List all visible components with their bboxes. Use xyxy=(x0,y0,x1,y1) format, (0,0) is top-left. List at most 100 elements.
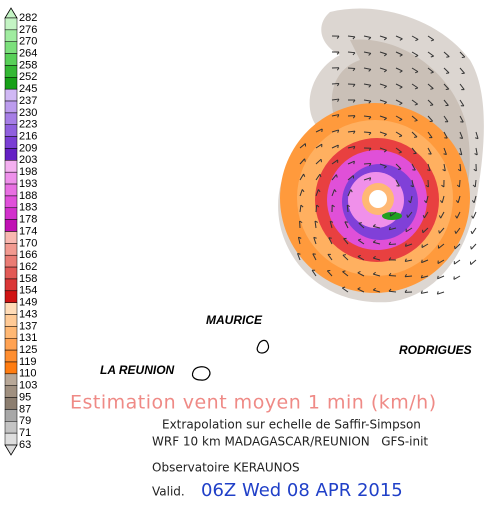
wind-barb xyxy=(379,51,387,55)
legend-label: 103 xyxy=(19,380,37,392)
wind-barb xyxy=(299,173,305,181)
wind-barb-flag xyxy=(301,189,305,193)
wind-barb-flag xyxy=(353,146,356,150)
wind-barb-flag xyxy=(372,287,376,291)
wind-barb-flag xyxy=(414,71,419,74)
legend-label: 237 xyxy=(19,95,37,107)
legend-swatch xyxy=(4,385,18,398)
wind-barb-flag xyxy=(317,189,321,193)
wind-barb-flag xyxy=(388,241,392,245)
wind-barb-flag xyxy=(337,114,340,118)
wind-barb-flag xyxy=(472,184,476,188)
wind-barb xyxy=(388,243,397,246)
legend-swatch xyxy=(4,207,18,220)
wind-barb-flag xyxy=(439,200,443,204)
wind-barb xyxy=(331,144,339,149)
legend-label: 178 xyxy=(19,214,37,226)
place-label: RODRIGUES xyxy=(399,343,472,357)
wind-barb xyxy=(425,195,429,203)
wind-barb-flag xyxy=(388,272,392,276)
wind-barb xyxy=(379,115,387,119)
wind-barb xyxy=(455,227,461,234)
wind-barb-flag xyxy=(358,222,362,224)
legend-label: 183 xyxy=(19,202,37,214)
wind-barb xyxy=(411,179,414,187)
wind-barb xyxy=(373,257,381,261)
legend-label: 170 xyxy=(19,237,37,249)
wind-barb xyxy=(427,35,435,41)
wind-barb xyxy=(411,67,419,73)
legend-swatch xyxy=(4,326,18,339)
wind-barb-flag xyxy=(414,87,418,90)
wind-barb xyxy=(473,195,477,203)
legend-swatch xyxy=(4,266,18,280)
legend-swatch xyxy=(4,124,18,137)
wind-barb-flag xyxy=(430,71,434,74)
wind-barb-flag xyxy=(429,104,434,106)
wind-barb xyxy=(395,131,403,137)
legend-label: 143 xyxy=(19,308,37,320)
wind-barb-flag xyxy=(383,149,387,153)
legend-swatch xyxy=(4,195,18,209)
legend-swatch xyxy=(4,136,18,149)
caption-valid-time: 06Z Wed 08 APR 2015 xyxy=(201,480,403,501)
wind-barb xyxy=(379,67,387,71)
wind-barb xyxy=(347,145,355,149)
wind-barb-flag xyxy=(372,271,376,275)
wind-barb xyxy=(443,147,447,155)
wind-barb-flag xyxy=(337,98,340,102)
wind-barb-flag xyxy=(427,169,431,172)
wind-barb xyxy=(379,35,387,39)
wind-barb-flag xyxy=(337,129,340,133)
legend-swatch xyxy=(4,148,18,161)
wind-barb xyxy=(328,237,333,245)
wind-barb-flag xyxy=(330,220,334,223)
wind-barb-flag xyxy=(415,38,419,42)
wind-barb-flag xyxy=(398,135,403,138)
caption-source: Observatoire KERAUNOS xyxy=(152,461,300,475)
wind-barb xyxy=(347,51,356,54)
wind-barb xyxy=(421,291,429,294)
wind-barb-flag xyxy=(455,200,459,204)
wind-barb-flag xyxy=(352,52,356,56)
wind-barb-flag xyxy=(471,200,475,204)
wind-barb xyxy=(347,160,355,165)
wind-barb xyxy=(443,115,449,123)
wind-barb xyxy=(437,275,445,280)
wind-barb-flag xyxy=(399,86,403,89)
wind-barb xyxy=(363,131,372,134)
wind-barb-flag xyxy=(321,128,323,133)
legend-swatch xyxy=(4,254,18,268)
wind-barb xyxy=(422,227,429,234)
wind-barb-flag xyxy=(346,204,351,207)
legend-label: 158 xyxy=(19,273,37,285)
wind-barb-flag xyxy=(406,214,409,218)
legend-label: 154 xyxy=(19,285,37,297)
wind-barb-flag xyxy=(304,158,306,162)
wind-barb xyxy=(427,51,434,57)
legend-label: 166 xyxy=(19,249,37,261)
wind-barb-flag xyxy=(430,88,434,90)
wind-barb xyxy=(331,129,339,133)
legend-swatch xyxy=(4,17,18,31)
wind-barb xyxy=(379,83,387,87)
wind-barb-flag xyxy=(368,68,372,72)
wind-barb xyxy=(438,243,445,249)
wind-barb xyxy=(474,179,477,188)
wind-barb xyxy=(312,253,317,261)
wind-barb xyxy=(347,130,356,133)
legend-swatch xyxy=(4,290,18,303)
wind-barb xyxy=(470,243,477,250)
wind-barb-flag xyxy=(334,189,337,193)
legend-swatch xyxy=(4,278,18,292)
legend-swatch xyxy=(4,77,18,90)
wind-barb xyxy=(363,99,371,102)
wind-barb xyxy=(459,67,465,74)
wind-barb-flag xyxy=(438,230,440,234)
wind-barb-flag xyxy=(352,68,356,72)
wind-barb-flag xyxy=(352,36,356,40)
wind-barb-flag xyxy=(335,174,338,178)
wind-barb xyxy=(395,179,400,187)
wind-barb-flag xyxy=(353,130,356,135)
